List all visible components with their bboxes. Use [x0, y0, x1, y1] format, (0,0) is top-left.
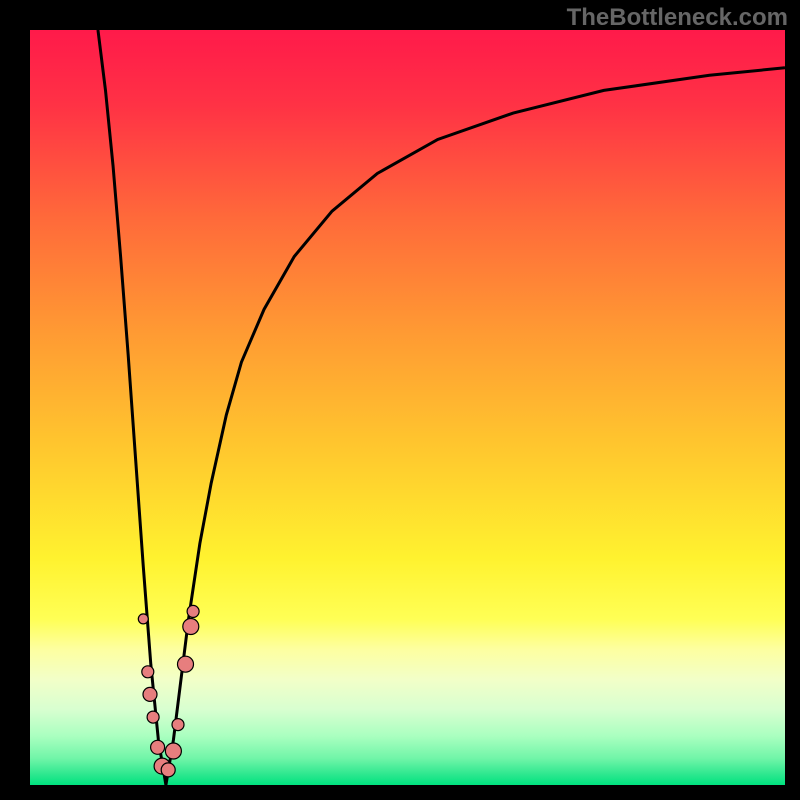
watermark-text: TheBottleneck.com — [567, 4, 788, 32]
data-point-marker — [178, 656, 194, 672]
data-point-marker — [147, 711, 159, 723]
data-point-marker — [142, 666, 154, 678]
marker-group — [138, 605, 199, 777]
data-point-marker — [183, 619, 199, 635]
plot-area — [30, 30, 785, 785]
data-point-marker — [165, 743, 181, 759]
marker-layer — [30, 30, 785, 785]
chart-container: TheBottleneck.com — [0, 0, 800, 800]
data-point-marker — [161, 763, 175, 777]
data-point-marker — [187, 605, 199, 617]
data-point-marker — [143, 687, 157, 701]
data-point-marker — [138, 614, 148, 624]
data-point-marker — [151, 740, 165, 754]
data-point-marker — [172, 719, 184, 731]
